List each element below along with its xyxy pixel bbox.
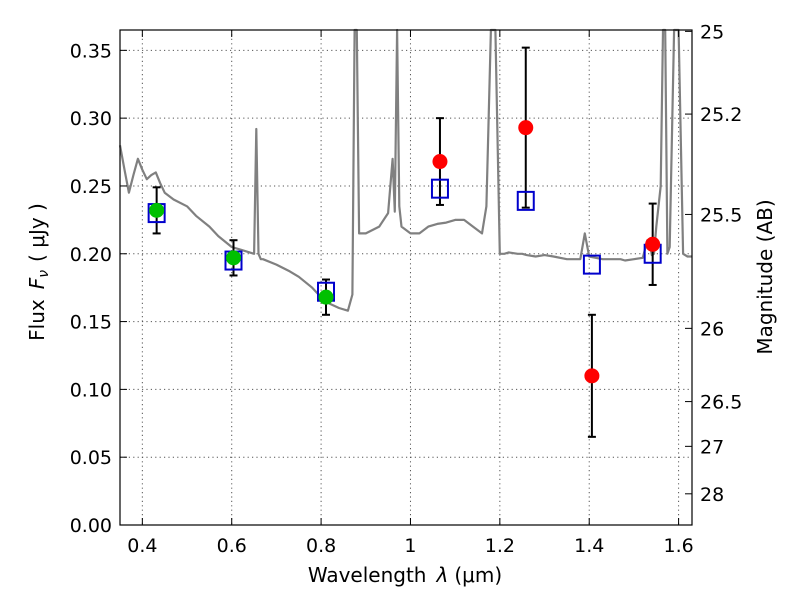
spectrum-line — [118, 28, 692, 312]
nir-data-point — [432, 154, 448, 170]
right-tick-label: 25.5 — [700, 204, 742, 226]
y-tick-label: 0.00 — [70, 515, 112, 537]
model-square — [516, 190, 535, 211]
y-tick-label: 0.10 — [70, 379, 112, 401]
x-axis-label: Wavelength λ (μm) — [308, 563, 502, 587]
nir-data-point — [518, 120, 534, 136]
y-axis-label-text: Flux — [25, 299, 49, 341]
right-tick-label: 25 — [700, 21, 724, 43]
x-tick-label: 1 — [404, 535, 416, 557]
nir-data-point — [584, 368, 600, 384]
right-axis-label: Magnitude (AB) — [753, 199, 777, 354]
y-axis-label-symbol: F — [25, 277, 49, 289]
optical-data-point — [149, 202, 165, 218]
y-tick-label: 0.15 — [70, 312, 112, 334]
y-axis-label: Flux Fν ( μJy ) — [25, 203, 52, 341]
right-tick-label: 28 — [700, 484, 724, 506]
grid — [120, 30, 692, 526]
model-squares-series — [147, 178, 662, 302]
y-axis-label-subscript: ν — [36, 270, 52, 278]
x-tick-label: 1.2 — [485, 535, 515, 557]
x-axis-label-unit: (μm) — [454, 563, 502, 587]
optical-data-point — [226, 250, 242, 266]
error-bars — [152, 46, 657, 438]
right-tick-label: 25.2 — [700, 104, 742, 126]
x-tick-label: 1.6 — [663, 535, 693, 557]
optical-data-point — [318, 289, 334, 305]
right-tick-label: 27 — [700, 436, 724, 458]
nir-data-point — [645, 236, 661, 252]
x-tick-label: 0.8 — [306, 535, 336, 557]
x-tick-label: 0.6 — [217, 535, 247, 557]
right-tick-label: 26 — [700, 318, 724, 340]
x-tick-label: 1.4 — [574, 535, 604, 557]
y-tick-label: 0.30 — [70, 108, 112, 130]
y-tick-label: 0.25 — [70, 176, 112, 198]
model-square — [582, 254, 601, 275]
x-axis-label-symbol: λ — [436, 563, 449, 587]
right-tick-label: 26.5 — [700, 392, 742, 414]
plot-frame — [119, 29, 693, 526]
y-tick-label: 0.20 — [70, 244, 112, 266]
y-axis-label-unit: ( μJy ) — [25, 203, 49, 262]
x-tick-label: 0.4 — [127, 535, 157, 557]
y-tick-label: 0.05 — [70, 447, 112, 469]
photometry-points — [149, 120, 661, 384]
x-axis-label-text: Wavelength — [308, 563, 427, 587]
spectrum-series — [118, 28, 692, 312]
model-square — [430, 178, 449, 199]
y-tick-label: 0.35 — [70, 40, 112, 62]
axis-ticks: 0.4 0.6 0.8 1 1.2 1.4 1.6 0.00 0.05 0.10 0.15 0.20 0… — [70, 21, 743, 557]
